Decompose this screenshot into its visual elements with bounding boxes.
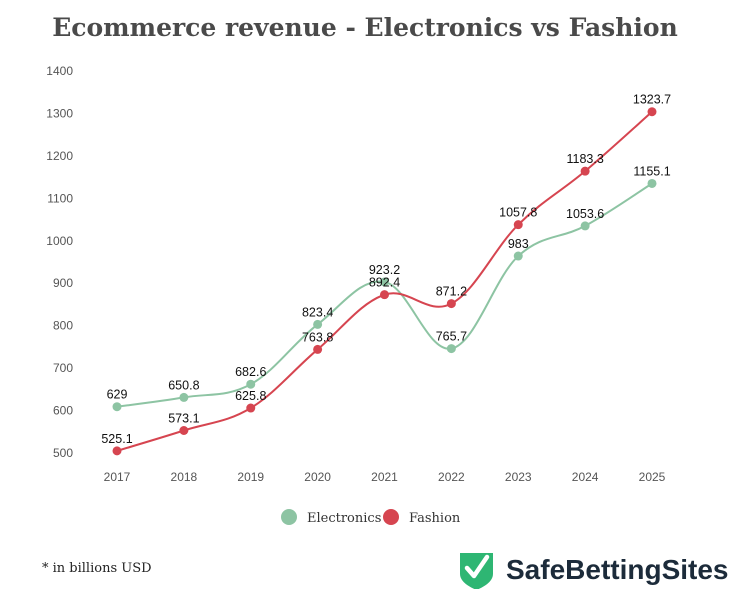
electronics-data-point[interactable] [112, 402, 122, 412]
y-axis: 500 600 700 800 900 1000 1100 1200 1300 1400 [46, 64, 73, 460]
shield-check-icon [460, 553, 493, 589]
legend-label-fashion: Fashion [409, 511, 461, 526]
fashion-data-label: 763.8 [302, 330, 333, 344]
fashion-data-point[interactable] [313, 344, 323, 354]
fashion-data-point[interactable] [112, 446, 122, 456]
electronics-data-point[interactable] [513, 251, 523, 261]
brand-name: SafeBettingSites [506, 554, 729, 585]
electronics-data-label: 629 [107, 388, 128, 402]
fashion-data-point[interactable] [179, 426, 189, 436]
x-tick-label: 2025 [639, 470, 666, 484]
electronics-data-label: 823.4 [302, 305, 333, 319]
fashion-data-label: 871.2 [436, 285, 467, 299]
fashion-data-point[interactable] [513, 220, 523, 230]
y-tick-label: 1400 [46, 64, 73, 78]
y-tick-label: 1000 [46, 234, 73, 248]
y-tick-label: 1300 [46, 106, 73, 120]
fashion-data-label: 892.4 [369, 276, 400, 290]
legend-marker-fashion [383, 509, 399, 525]
electronics-data-label: 1155.1 [633, 164, 670, 178]
legend-item-fashion[interactable]: Fashion [383, 509, 461, 526]
y-tick-label: 900 [53, 276, 73, 290]
x-tick-label: 2024 [572, 470, 599, 484]
fashion-data-point[interactable] [647, 107, 657, 117]
fashion-data-label: 525.1 [101, 432, 132, 446]
data-labels: 629 650.8 682.6 823.4 923.2 765.7 983 1053.6 115… [101, 93, 671, 446]
electronics-data-point[interactable] [580, 221, 590, 231]
electronics-data-point[interactable] [647, 178, 657, 188]
y-tick-label: 700 [53, 361, 73, 375]
fashion-data-point[interactable] [380, 290, 389, 300]
electronics-data-label: 1053.6 [566, 207, 604, 221]
legend-marker-electronics [281, 509, 297, 525]
x-tick-label: 2021 [371, 470, 398, 484]
fashion-data-label: 1057.8 [499, 206, 537, 220]
legend[interactable]: Electronics Fashion [281, 509, 461, 526]
fashion-data-label: 625.8 [235, 389, 266, 403]
y-tick-label: 800 [53, 319, 73, 333]
brand-logo: SafeBettingSites [460, 553, 729, 589]
footnote: * in billions USD [42, 561, 152, 576]
fashion-data-label: 573.1 [168, 412, 199, 426]
electronics-data-point[interactable] [446, 344, 456, 354]
electronics-data-label: 682.6 [235, 365, 266, 379]
x-tick-label: 2020 [304, 470, 331, 484]
x-tick-label: 2019 [237, 470, 264, 484]
electronics-data-label: 765.7 [436, 330, 467, 344]
fashion-data-point[interactable] [446, 299, 456, 309]
fashion-data-label: 1323.7 [633, 93, 671, 107]
x-tick-label: 2018 [171, 470, 198, 484]
y-tick-label: 1200 [46, 149, 73, 163]
electronics-data-point[interactable] [179, 392, 189, 402]
y-tick-label: 1100 [47, 191, 73, 205]
y-tick-label: 500 [53, 446, 73, 460]
electronics-data-point[interactable] [313, 319, 323, 329]
x-tick-label: 2023 [505, 470, 532, 484]
fashion-data-label: 1183.3 [566, 152, 603, 166]
series-points [112, 107, 657, 456]
x-tick-label: 2022 [438, 470, 465, 484]
legend-label-electronics: Electronics [307, 511, 381, 526]
y-tick-label: 600 [53, 404, 73, 418]
chart-title: Ecommerce revenue - Electronics vs Fashi… [52, 13, 678, 42]
electronics-data-point[interactable] [246, 379, 256, 389]
electronics-data-label: 650.8 [168, 378, 199, 392]
x-axis: 2017 2018 2019 2020 2021 2022 2023 2024 2025 [104, 470, 666, 484]
electronics-data-label: 923.2 [369, 263, 400, 277]
x-tick-label: 2017 [104, 470, 131, 484]
fashion-data-point[interactable] [580, 166, 590, 176]
electronics-data-label: 983 [508, 237, 529, 251]
electronics-data-point[interactable] [380, 277, 389, 287]
legend-item-electronics[interactable]: Electronics [281, 509, 381, 526]
fashion-data-point[interactable] [246, 403, 256, 413]
